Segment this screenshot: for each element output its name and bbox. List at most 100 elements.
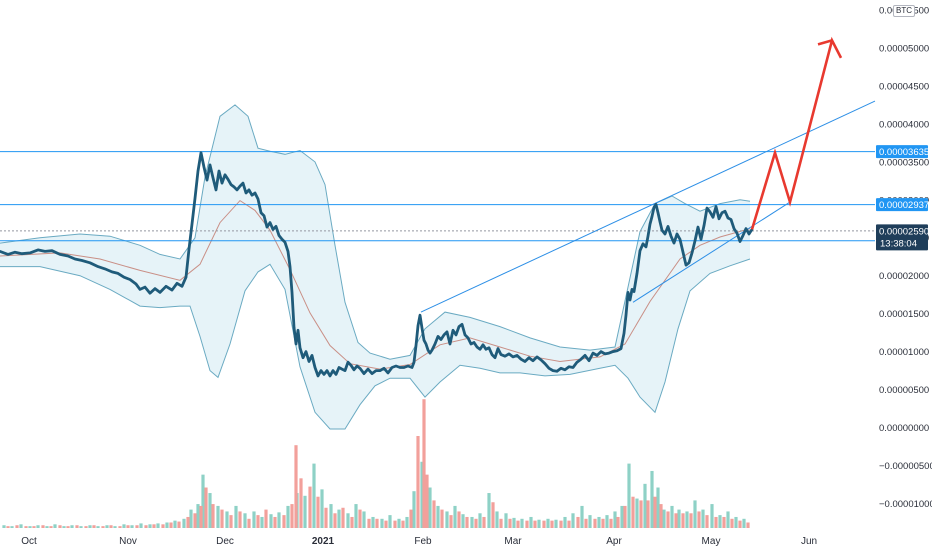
volume-bar-up (70, 525, 74, 528)
volume-bar-down (474, 518, 478, 528)
volume-bar-down (666, 511, 670, 528)
x-tick-label: May (702, 536, 721, 547)
volume-bar-down (499, 518, 503, 528)
volume-bar-up (19, 524, 23, 528)
x-tick-label: Dec (216, 536, 234, 547)
volume-bar-up (277, 512, 281, 528)
volume-bar-down (697, 511, 701, 528)
volume-bar-down (220, 509, 224, 528)
volume-bar-up (662, 509, 666, 528)
x-tick-label: 2021 (312, 536, 335, 547)
x-tick-label: Mar (504, 536, 522, 547)
volume-bar-up (196, 504, 200, 528)
volume-bar-down (264, 509, 268, 528)
volume-bar-down (576, 516, 580, 528)
volume-bar-down (66, 526, 70, 528)
band-basis (0, 199, 751, 370)
volume-bar-up (122, 524, 126, 528)
volume-bar-up (627, 463, 631, 528)
volume-bar-up (710, 504, 714, 528)
volume-bar-down (409, 509, 413, 528)
volume-bar-up (718, 515, 722, 528)
volume-bar-up (546, 518, 550, 528)
volume-bar-up (260, 516, 264, 528)
volume-bar-down (6, 526, 10, 528)
level-badge-label: 0.00003635 (879, 147, 929, 158)
volume-bar-down (350, 516, 354, 528)
volume-bar-down (567, 520, 571, 528)
volume-bar-down (358, 509, 362, 528)
volume-bar-down (609, 518, 613, 528)
volume-bar-down (375, 518, 379, 528)
volume-bar-up (742, 518, 746, 528)
volume-bar-down (746, 522, 750, 528)
volume-bar-up (405, 516, 409, 528)
volume-bar-down (432, 500, 436, 528)
volume-bar-up (487, 493, 491, 528)
volume-bar-down (177, 521, 181, 528)
volume-bar-down (199, 505, 203, 528)
price-badges: 0.000036350.000029370.000024610.00002590… (876, 145, 929, 251)
volume-bar-up (537, 519, 541, 528)
volume-bar-down (84, 526, 88, 528)
volume-bar-up (656, 487, 660, 528)
volume-bar-up (252, 511, 256, 528)
volume-bar-down (144, 525, 148, 528)
volume-bar-up (380, 518, 384, 528)
volume-bar-up (113, 526, 117, 528)
volume-bar-up (512, 517, 516, 528)
volume-bar-down (422, 399, 426, 528)
volume-bar-down (722, 516, 726, 528)
volume-bar-up (173, 520, 177, 528)
band-fill (0, 104, 750, 430)
volume-bar-down (542, 520, 546, 528)
volume-bar-down (623, 505, 627, 528)
volume-bar-up (520, 518, 524, 528)
volume-bar-up (225, 511, 229, 528)
volume-bar-down (256, 515, 260, 528)
volume-bar-up (53, 524, 57, 528)
volume-bar-up (165, 522, 169, 528)
volume-bar-up (320, 489, 324, 528)
volume-bar-up (605, 515, 609, 528)
volume-bar-down (674, 513, 678, 528)
y-tick-label: 0.00002000 (879, 271, 929, 282)
volume-bar-down (186, 516, 190, 528)
volume-bar-up (371, 516, 375, 528)
currency-label[interactable]: BTC (893, 5, 915, 17)
y-tick-label: 0.00001000 (879, 347, 929, 358)
volume-bar-down (482, 516, 486, 528)
volume-bar-up (428, 487, 432, 528)
volume-bar-up (571, 513, 575, 528)
volume-bar-up (269, 514, 273, 528)
volume-bar-down (416, 436, 420, 528)
volume-bar-up (563, 516, 567, 528)
volume-bar-up (96, 526, 100, 528)
volume-bar-up (597, 516, 601, 528)
volume-bar-down (465, 516, 469, 528)
volume-bar-up (346, 513, 350, 528)
volume-bar-up (208, 493, 212, 528)
volume-bar-down (367, 518, 371, 528)
volume-bar-up (88, 525, 92, 528)
volume-bar-up (216, 505, 220, 528)
volume-bar-down (449, 515, 453, 528)
volume-bar-down (316, 496, 320, 528)
volume-bar-up (2, 525, 6, 528)
volume-bar-up (461, 514, 465, 528)
volume-bar-down (118, 526, 122, 528)
volume-bar-up (580, 505, 584, 528)
volume-bar-down (714, 516, 718, 528)
forecast-arrowhead (817, 39, 833, 46)
y-tick-label: 0.00000000 (879, 423, 929, 434)
y-axis[interactable]: −0.00001000 −0.00000500 0.00000000 0.000005… (879, 6, 932, 510)
forecast-line (750, 36, 843, 230)
volume-bar-down (631, 496, 635, 528)
volume-bar-down (32, 526, 36, 528)
volume-bar-down (229, 515, 233, 528)
volume-bar-down (384, 520, 388, 528)
volume-bar-down (738, 520, 742, 528)
horizontal-levels (0, 151, 875, 242)
volume-bar-up (529, 516, 533, 528)
